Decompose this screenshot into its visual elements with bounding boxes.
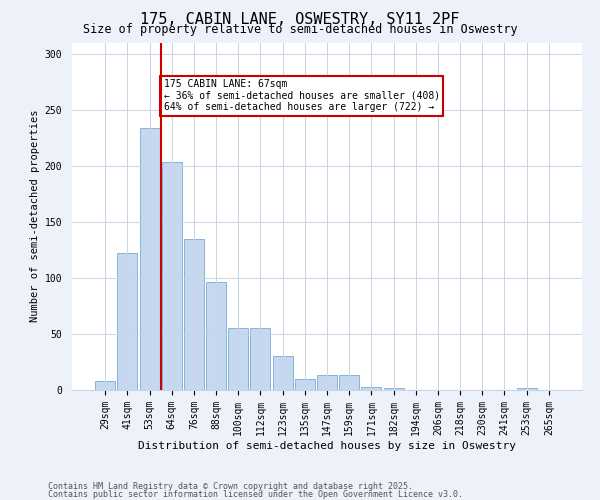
Y-axis label: Number of semi-detached properties: Number of semi-detached properties: [31, 110, 40, 322]
Bar: [206, 282, 226, 390]
Bar: [118, 253, 137, 390]
Bar: [95, 381, 115, 390]
Bar: [361, 386, 382, 390]
Text: Contains public sector information licensed under the Open Government Licence v3: Contains public sector information licen…: [48, 490, 463, 499]
Text: 175, CABIN LANE, OSWESTRY, SY11 2PF: 175, CABIN LANE, OSWESTRY, SY11 2PF: [140, 12, 460, 28]
Bar: [295, 379, 315, 390]
Bar: [228, 328, 248, 390]
Text: Size of property relative to semi-detached houses in Oswestry: Size of property relative to semi-detach…: [83, 22, 517, 36]
Bar: [317, 376, 337, 390]
Text: 175 CABIN LANE: 67sqm
← 36% of semi-detached houses are smaller (408)
64% of sem: 175 CABIN LANE: 67sqm ← 36% of semi-deta…: [164, 79, 440, 112]
Bar: [517, 388, 536, 390]
Bar: [184, 238, 204, 390]
Bar: [250, 328, 271, 390]
Bar: [162, 162, 182, 390]
X-axis label: Distribution of semi-detached houses by size in Oswestry: Distribution of semi-detached houses by …: [138, 440, 516, 450]
Bar: [339, 376, 359, 390]
Bar: [272, 356, 293, 390]
Bar: [383, 388, 404, 390]
Bar: [140, 128, 160, 390]
Text: Contains HM Land Registry data © Crown copyright and database right 2025.: Contains HM Land Registry data © Crown c…: [48, 482, 413, 491]
